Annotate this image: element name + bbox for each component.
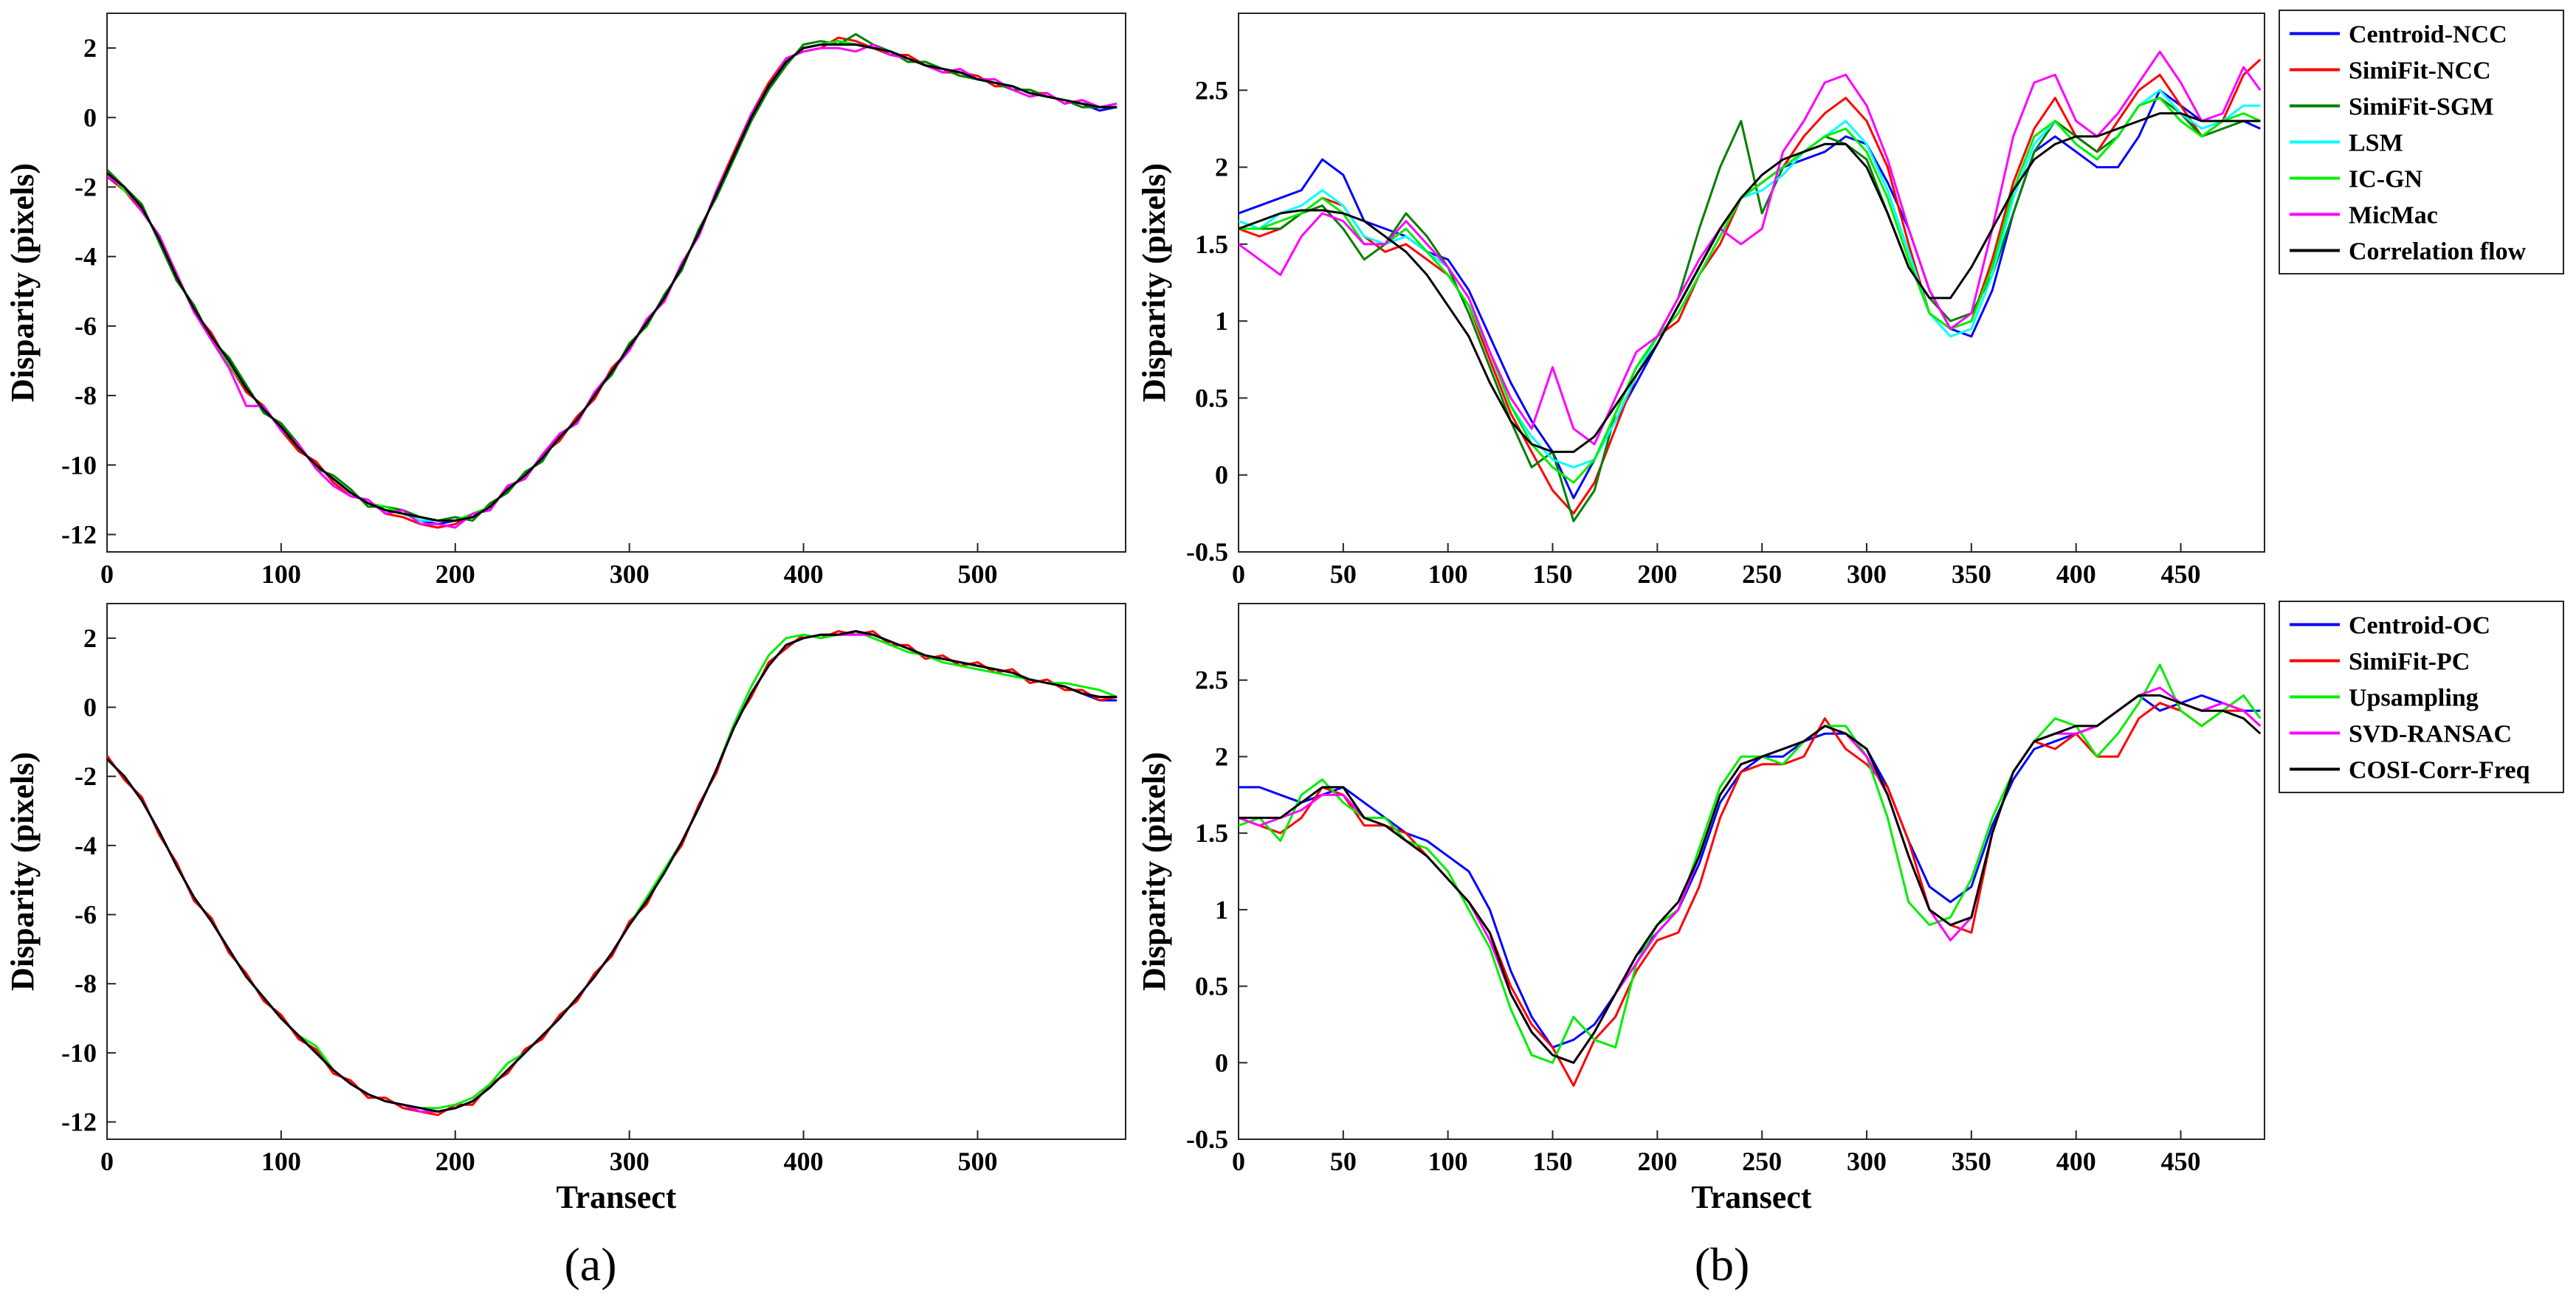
x-axis-label: Transect <box>1692 1179 1812 1215</box>
y-tick-label: 2 <box>1215 153 1228 182</box>
x-tick-label: 400 <box>784 1147 824 1176</box>
y-tick-label: -10 <box>61 450 97 480</box>
chart-b-bottom: 0 50 100 150 200 250 300 350 400 450-0.500.511.52… <box>1136 601 2564 1215</box>
y-tick-label: -0.5 <box>1186 1124 1228 1154</box>
y-tick-label: 1 <box>1215 306 1228 336</box>
y-tick-label: 2.5 <box>1195 75 1228 105</box>
series-line-correlation-flow <box>1239 112 2261 453</box>
x-tick-label: 300 <box>1847 559 1887 589</box>
x-tick-label: 0 <box>1232 559 1245 589</box>
plot-frame <box>106 13 1126 553</box>
x-tick-label: 200 <box>1637 1147 1677 1176</box>
series-line-simifit-sgm <box>1239 97 2261 522</box>
x-tick-label: 50 <box>1330 1147 1357 1176</box>
y-tick-label: 0 <box>1215 1048 1228 1077</box>
x-tick-label: 450 <box>2161 559 2201 589</box>
y-tick-label: 1 <box>1215 895 1228 925</box>
y-tick-label: 2 <box>83 33 97 63</box>
x-tick-label: 200 <box>435 1147 475 1176</box>
y-axis-label: Disparity (pixels) <box>1136 163 1172 402</box>
x-tick-label: 300 <box>610 559 650 589</box>
x-tick-label: 500 <box>957 559 997 589</box>
y-tick-label: -12 <box>61 519 97 549</box>
y-tick-label: -4 <box>75 242 97 272</box>
y-tick-label: -2 <box>75 172 97 201</box>
legend-entry: Centroid-NCC <box>2349 21 2507 49</box>
y-tick-label: -8 <box>75 969 97 998</box>
legend-entry: Correlation flow <box>2349 238 2527 266</box>
x-tick-label: 50 <box>1330 559 1357 589</box>
legend-entry: IC-GN <box>2349 166 2423 193</box>
y-tick-label: 2.5 <box>1195 666 1228 695</box>
x-tick-label: 250 <box>1742 1147 1782 1176</box>
y-tick-label: 1.5 <box>1195 229 1228 259</box>
y-tick-label: -8 <box>75 381 97 410</box>
legend-entry: LSM <box>2349 130 2403 157</box>
x-tick-label: 500 <box>957 1147 997 1176</box>
y-axis-label: Disparity (pixels) <box>4 163 41 402</box>
x-tick-label: 400 <box>2056 559 2096 589</box>
y-tick-label: 2 <box>1215 742 1228 771</box>
x-tick-label: 0 <box>100 559 114 589</box>
x-tick-label: 100 <box>1428 559 1468 589</box>
series-line-ic-gn <box>1239 97 2261 484</box>
x-tick-label: 100 <box>261 559 301 589</box>
y-tick-label: 0 <box>1215 460 1228 490</box>
y-tick-label: -0.5 <box>1186 537 1228 567</box>
series-line-correlation-flow <box>107 43 1117 522</box>
legend-entry: MicMac <box>2349 202 2438 229</box>
y-tick-label: -6 <box>75 311 97 341</box>
legend-entry: Upsampling <box>2349 685 2479 712</box>
legend-entry: Centroid-OC <box>2349 612 2490 640</box>
y-tick-label: -12 <box>61 1108 97 1137</box>
y-axis-label: Disparity (pixels) <box>1136 752 1172 991</box>
y-tick-label: -10 <box>61 1038 97 1068</box>
y-tick-label: 1.5 <box>1195 818 1228 848</box>
panel-label: (a) <box>564 1238 616 1291</box>
series-line-cosi-corr-freq <box>107 630 1117 1113</box>
x-tick-label: 300 <box>1847 1147 1887 1176</box>
y-tick-label: 0.5 <box>1195 972 1228 1001</box>
x-tick-label: 400 <box>2056 1147 2096 1176</box>
legend-entry: SimiFit-SGM <box>2349 94 2493 121</box>
x-tick-label: 250 <box>1742 559 1782 589</box>
x-tick-label: 200 <box>1637 559 1677 589</box>
x-tick-label: 0 <box>100 1147 114 1176</box>
y-tick-label: 2 <box>83 623 97 653</box>
x-tick-label: 350 <box>1952 559 1991 589</box>
x-tick-label: 150 <box>1533 1147 1573 1176</box>
chart-a-bottom: 0 100 200 300 400 500 -12 -10 -8 -6 -4 -2 0 2 Disparit… <box>4 603 1126 1215</box>
legend-entry: SimiFit-PC <box>2349 649 2470 676</box>
chart-b-top: 0 50 100 150 200 250 300 350 400 450-0.500.511.52… <box>1136 10 2564 589</box>
x-tick-label: 450 <box>2161 1147 2201 1176</box>
plot-frame <box>1238 13 2265 553</box>
plot-frame <box>106 603 1126 1140</box>
x-tick-label: 100 <box>1428 1147 1468 1176</box>
y-tick-label: -2 <box>75 761 97 791</box>
legend-entry: COSI-Corr-Freq <box>2349 757 2530 784</box>
y-tick-label: 0.5 <box>1195 383 1228 412</box>
x-tick-label: 100 <box>261 1147 301 1176</box>
y-axis-label: Disparity (pixels) <box>4 752 41 991</box>
x-tick-label: 200 <box>435 559 475 589</box>
y-tick-label: -4 <box>75 831 97 860</box>
x-tick-label: 0 <box>1232 1147 1245 1176</box>
x-tick-label: 350 <box>1952 1147 1991 1176</box>
chart-a-top: 0 100 200 300 400 500 -12 -10 -8 -6 -4 -2 0 2 Disparit… <box>4 13 1126 589</box>
y-tick-label: 0 <box>83 103 97 132</box>
y-tick-label: -6 <box>75 900 97 930</box>
x-tick-label: 400 <box>784 559 824 589</box>
x-tick-label: 300 <box>610 1147 650 1176</box>
legend-entry: SimiFit-NCC <box>2349 58 2491 85</box>
x-axis-label: Transect <box>557 1179 677 1215</box>
y-tick-label: 0 <box>83 693 97 722</box>
series-line-micmac <box>1239 50 2262 446</box>
legend-entry: SVD-RANSAC <box>2349 721 2512 748</box>
plot-frame <box>1238 603 2265 1140</box>
x-tick-label: 150 <box>1533 559 1573 589</box>
panel-label: (b) <box>1695 1238 1750 1291</box>
series-line-cosi-corr-freq <box>1239 694 2262 1064</box>
